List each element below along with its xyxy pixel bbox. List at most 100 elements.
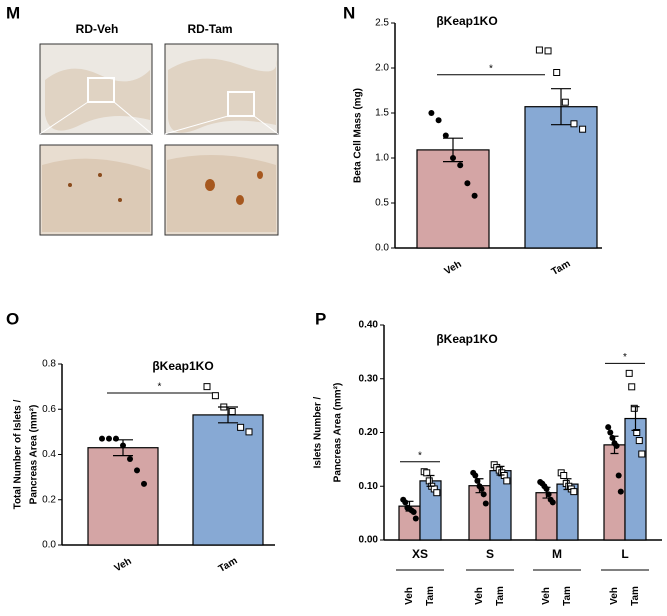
error-bar <box>443 137 463 163</box>
significance-label: * <box>158 382 162 393</box>
series-label: Tam <box>425 586 436 606</box>
micrographs <box>39 43 279 236</box>
data-point <box>605 424 612 431</box>
data-point <box>482 500 489 507</box>
y-tick-label: 0.6 <box>42 404 56 415</box>
data-point <box>245 428 253 436</box>
x-tick-label: Tam <box>217 555 240 574</box>
significance-label: * <box>489 63 493 74</box>
series-label: Tam <box>630 586 641 606</box>
panel-letter: O <box>6 309 19 328</box>
y-tick-label: 0.30 <box>359 373 379 384</box>
data-point <box>635 437 643 445</box>
data-point <box>472 472 479 479</box>
data-point <box>625 369 633 377</box>
data-point <box>561 98 569 106</box>
error-bar <box>113 439 133 457</box>
series-label: Veh <box>609 587 620 605</box>
error-bar <box>631 406 640 431</box>
error-bar <box>563 478 572 491</box>
y-tick-label: 0.2 <box>42 494 56 505</box>
bar <box>192 414 264 546</box>
data-point <box>412 515 419 522</box>
error-bar <box>496 465 505 476</box>
bar <box>87 447 159 546</box>
data-point <box>127 456 133 463</box>
data-point <box>615 472 622 479</box>
y-tick-label: 2.0 <box>375 63 389 74</box>
data-point <box>549 499 556 506</box>
data-point <box>141 480 147 487</box>
data-point <box>579 125 587 133</box>
data-point <box>544 47 552 55</box>
data-point <box>617 488 624 495</box>
y-axis-label: Pancreas Area (mm²) <box>29 405 40 505</box>
series-label: Veh <box>474 587 485 605</box>
panel-letter: M <box>6 3 20 22</box>
image-label: RD-Tam <box>187 22 232 36</box>
data-point <box>457 162 464 169</box>
bar <box>524 106 598 249</box>
series-label: Tam <box>495 586 506 606</box>
y-tick-label: 1.0 <box>375 153 389 164</box>
chart-title: βKeap1KO <box>152 359 213 373</box>
data-point <box>428 110 435 116</box>
error-bar <box>551 88 571 126</box>
data-point <box>113 435 119 442</box>
significance-label: * <box>623 352 627 363</box>
error-bar <box>542 486 551 499</box>
y-tick-label: 0.40 <box>359 320 379 331</box>
y-tick-label: 0.0 <box>42 540 56 551</box>
data-point <box>106 435 112 442</box>
x-tick-label: L <box>621 547 628 561</box>
data-point <box>410 509 417 516</box>
bar <box>468 485 491 541</box>
data-point <box>203 383 211 391</box>
x-tick-label: Veh <box>113 556 134 574</box>
error-bar <box>405 500 414 512</box>
data-point <box>471 192 478 199</box>
data-point <box>570 120 578 128</box>
y-tick-label: 0.4 <box>42 449 56 460</box>
x-tick-label: Veh <box>443 259 464 277</box>
y-axis-label: Beta Cell Mass (mg) <box>353 88 364 183</box>
y-axis-label: Pancreas Area (mm²) <box>333 383 344 483</box>
data-point <box>553 69 561 76</box>
panel-letter: N <box>343 3 355 22</box>
data-point <box>607 429 614 436</box>
data-point <box>630 404 638 412</box>
data-point <box>638 450 646 458</box>
y-tick-label: 0.8 <box>42 359 56 370</box>
data-point <box>535 46 543 54</box>
error-bar <box>426 474 435 487</box>
y-tick-label: 1.5 <box>375 108 389 119</box>
error-bar <box>218 406 238 424</box>
series-label: Tam <box>562 586 573 606</box>
data-point <box>211 392 219 400</box>
y-tick-label: 0.10 <box>359 481 379 492</box>
error-bar <box>475 478 484 494</box>
x-tick-label: M <box>552 547 562 561</box>
data-point <box>503 477 511 485</box>
data-point <box>433 489 441 497</box>
data-point <box>237 423 245 431</box>
y-axis-label: Islets Number / <box>313 396 324 468</box>
chart-title: βKeap1KO <box>436 332 497 346</box>
data-point <box>570 488 578 496</box>
error-bar <box>610 435 619 455</box>
series-label: Veh <box>404 587 415 605</box>
series-label: Veh <box>541 587 552 605</box>
x-tick-label: XS <box>412 547 428 561</box>
y-axis-label: Total Number of Islets / <box>13 399 24 509</box>
y-tick-label: 2.5 <box>375 18 389 29</box>
x-tick-label: S <box>486 547 494 561</box>
y-tick-label: 0.20 <box>359 427 379 438</box>
data-point <box>560 472 568 479</box>
y-tick-label: 0.00 <box>359 535 379 546</box>
data-point <box>99 435 105 442</box>
data-point <box>435 117 442 124</box>
data-point <box>134 467 140 474</box>
significance-label: * <box>418 450 422 461</box>
data-point <box>442 132 449 139</box>
